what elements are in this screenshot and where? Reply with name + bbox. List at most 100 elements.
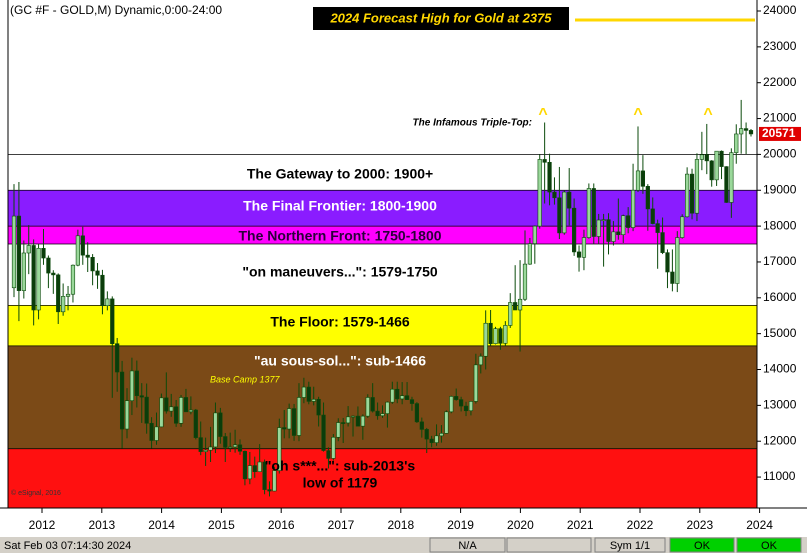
candle-body [296, 397, 302, 436]
last-price-box [759, 126, 801, 141]
candle-body [311, 398, 316, 402]
candle-body [414, 403, 419, 423]
candle-body [626, 215, 631, 228]
y-tick-label: 19000 [763, 182, 797, 196]
band-label: low of 1179 [303, 475, 378, 491]
candle-body [694, 159, 700, 214]
candle-body [665, 252, 670, 273]
x-tick-label: 2013 [88, 518, 115, 532]
y-tick-label: 13000 [763, 398, 797, 412]
candle-body [689, 173, 695, 214]
candle-body [139, 395, 144, 398]
status-field [506, 537, 592, 553]
band-label: "on maneuvers...": 1579-1750 [242, 264, 438, 280]
candle-body [547, 161, 552, 193]
candle-body [429, 438, 434, 443]
x-tick-label: 2015 [208, 518, 235, 532]
y-tick-label: 24000 [763, 3, 797, 17]
candle-body [606, 219, 611, 242]
candle-body [409, 399, 415, 404]
candle-body [581, 237, 587, 258]
candle-body [188, 409, 193, 413]
candle-body [134, 370, 139, 396]
price-band [8, 154, 757, 191]
candle-body [419, 421, 424, 430]
price-band [8, 448, 757, 508]
candle-body [178, 397, 184, 424]
band-label: The Floor: 1579-1466 [270, 314, 409, 330]
x-tick-label: 2020 [507, 518, 534, 532]
candle-body [21, 252, 26, 291]
candle-body [463, 405, 469, 412]
candle-body [380, 413, 385, 417]
candle-body [468, 401, 474, 412]
candle-body [301, 386, 306, 398]
x-tick-label: 2022 [627, 518, 654, 532]
status-time: Sat Feb 03 07:14:30 2024 [4, 540, 131, 552]
candle-body [508, 302, 513, 326]
y-tick-label: 15000 [763, 326, 797, 340]
candle-body [459, 399, 464, 407]
band-label: "oh s***...": sub-2013's [265, 458, 416, 474]
candle-body [26, 245, 31, 254]
candle-body [424, 429, 429, 440]
forecast-label: 2024 Forecast High for Gold at 2375 [329, 10, 552, 25]
candle-body [498, 328, 503, 344]
candle-body [601, 219, 606, 221]
candle-body [621, 215, 626, 236]
candle-body [596, 219, 601, 237]
candle-body [630, 189, 636, 228]
annotation: Base Camp 1377 [210, 374, 281, 384]
candle-body [640, 170, 646, 187]
candle-body [586, 188, 591, 238]
candle-body [228, 446, 233, 449]
candle-body [346, 416, 351, 424]
candle-body [355, 415, 361, 427]
candle-body [704, 154, 709, 162]
candle-body [119, 371, 125, 430]
candle-body [11, 215, 17, 289]
candle-body [331, 436, 336, 459]
candle-body [572, 207, 577, 253]
candle-body [262, 461, 267, 490]
y-tick-label: 23000 [763, 39, 797, 53]
candle-body [321, 414, 326, 451]
candle-body [743, 128, 749, 131]
candle-body [287, 408, 292, 430]
price-band [8, 305, 757, 346]
caret-marker: ^ [633, 106, 642, 123]
candle-body [513, 302, 518, 311]
candle-body [326, 450, 331, 459]
candle-body [449, 396, 454, 413]
y-tick-label: 17000 [763, 254, 797, 268]
candle-body [473, 364, 478, 402]
price-band [8, 244, 757, 306]
candle-body [675, 237, 680, 284]
candle-body [739, 128, 744, 135]
candle-body [277, 427, 282, 471]
x-tick-label: 2017 [328, 518, 355, 532]
candle-body [336, 422, 341, 438]
band-label: The Northern Front: 1750-1800 [238, 228, 441, 244]
candle-body [65, 293, 71, 297]
candle-body [164, 397, 169, 412]
candle-body [685, 173, 690, 218]
candle-body [213, 412, 218, 448]
candle-body [385, 401, 390, 414]
candle-body [454, 396, 459, 400]
candle-body [635, 170, 641, 191]
candle-body [576, 251, 582, 258]
candle-body [532, 225, 537, 244]
candle-body [169, 406, 174, 412]
status-field [429, 537, 506, 553]
candle-body [527, 243, 532, 265]
x-tick-label: 2012 [29, 518, 56, 532]
candle-body [41, 248, 46, 259]
candle-body [267, 489, 272, 492]
x-tick-label: 2021 [567, 518, 594, 532]
candle-body [90, 256, 95, 272]
candle-body [729, 152, 734, 203]
candle-body [478, 355, 483, 366]
candle-body [183, 397, 189, 413]
